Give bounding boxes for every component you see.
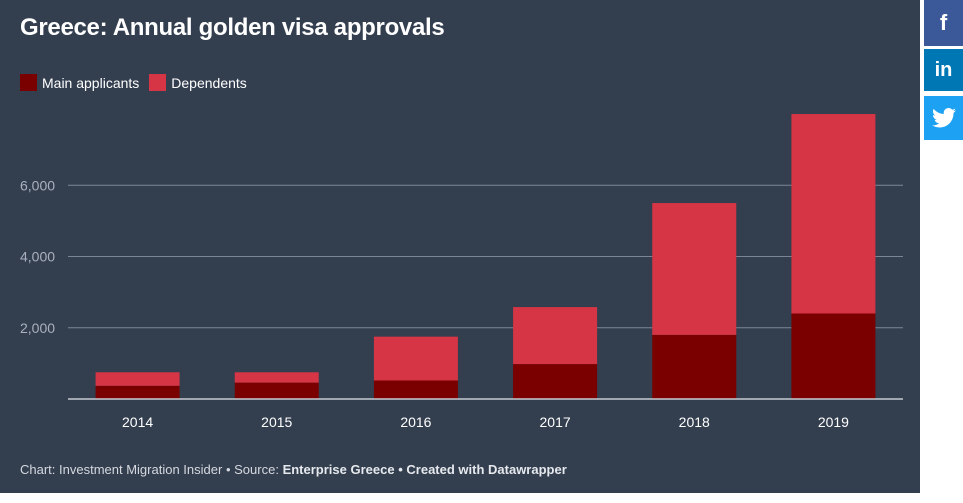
bar-main-applicants-2014[interactable] bbox=[95, 385, 180, 399]
bar-dependents-2017[interactable] bbox=[513, 307, 598, 365]
twitter-share-button[interactable] bbox=[924, 96, 963, 140]
bar-dependents-2015[interactable] bbox=[234, 372, 319, 383]
x-tick-label: 2019 bbox=[818, 414, 849, 430]
bar-main-applicants-2015[interactable] bbox=[234, 382, 319, 399]
legend-item-main-applicants: Main applicants bbox=[20, 74, 139, 91]
facebook-icon: f bbox=[939, 10, 948, 35]
bar-dependents-2019[interactable] bbox=[791, 114, 876, 314]
footer-chart-credit: Chart: Investment Migration Insider bbox=[20, 462, 223, 477]
linkedin-icon: in bbox=[934, 58, 953, 81]
y-tick-label: 2,000 bbox=[20, 320, 55, 336]
bar-main-applicants-2018[interactable] bbox=[652, 334, 737, 399]
x-tick-label: 2018 bbox=[679, 414, 710, 430]
footer-separator-2: • bbox=[398, 462, 403, 477]
facebook-share-button[interactable]: f bbox=[924, 0, 963, 46]
footer-source-link[interactable]: Enterprise Greece bbox=[282, 462, 395, 477]
twitter-icon bbox=[931, 108, 956, 128]
y-tick-label: 4,000 bbox=[20, 249, 55, 265]
legend-swatch-main-applicants bbox=[20, 74, 37, 91]
bar-main-applicants-2016[interactable] bbox=[373, 380, 458, 399]
legend-label-dependents: Dependents bbox=[171, 74, 247, 91]
footer-datawrapper-link[interactable]: Created with Datawrapper bbox=[406, 462, 567, 477]
legend-label-main-applicants: Main applicants bbox=[42, 74, 140, 91]
footer-source-label: Source: bbox=[234, 462, 279, 477]
y-tick-label: 6,000 bbox=[20, 177, 55, 193]
chart-title: Greece: Annual golden visa approvals bbox=[20, 14, 445, 41]
bar-dependents-2018[interactable] bbox=[652, 203, 737, 335]
bar-main-applicants-2017[interactable] bbox=[513, 364, 598, 399]
bar-dependents-2016[interactable] bbox=[373, 336, 458, 381]
linkedin-share-button[interactable]: in bbox=[924, 49, 963, 91]
x-tick-label: 2015 bbox=[261, 414, 292, 430]
chart-card: Greece: Annual golden visa approvals Mai… bbox=[0, 0, 920, 493]
bar-dependents-2014[interactable] bbox=[95, 372, 180, 386]
x-tick-label: 2017 bbox=[540, 414, 571, 430]
bar-chart: 2,000 4,000 6,000 2014 2015 2016 2017 2018 2019 bbox=[20, 114, 903, 430]
footer-separator: • bbox=[225, 462, 231, 477]
bar-main-applicants-2019[interactable] bbox=[791, 313, 876, 400]
legend: Main applicants Dependents bbox=[20, 74, 247, 91]
legend-item-dependents: Dependents bbox=[149, 74, 247, 91]
x-tick-label: 2016 bbox=[400, 414, 431, 430]
legend-swatch-dependents bbox=[149, 74, 167, 91]
x-tick-label: 2014 bbox=[122, 414, 153, 430]
chart-footer: Chart: Investment Migration Insider • So… bbox=[20, 462, 567, 477]
